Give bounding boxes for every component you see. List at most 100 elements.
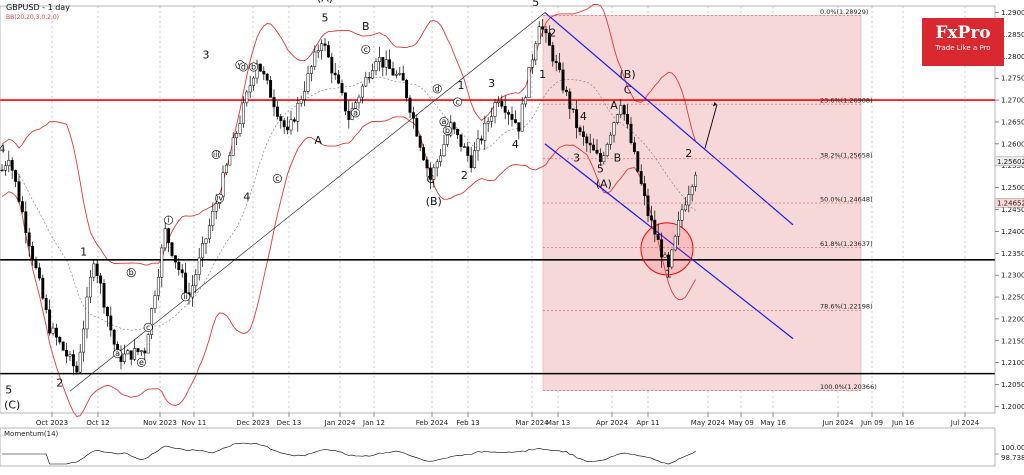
candle xyxy=(462,143,466,148)
candle xyxy=(78,343,82,374)
wave-label: 2 xyxy=(685,147,692,160)
candle-body xyxy=(547,32,551,46)
candle xyxy=(71,349,75,376)
candle xyxy=(343,92,347,115)
candle-body xyxy=(31,245,35,260)
candle xyxy=(418,134,422,152)
candle-body xyxy=(112,329,116,345)
candle-body xyxy=(408,97,412,113)
candle xyxy=(262,66,266,81)
lower-band xyxy=(1,116,696,418)
x-tick-label: Oct 2023 xyxy=(36,419,68,427)
logo-tagline: Trade Like a Pro xyxy=(935,44,991,52)
candle-body xyxy=(37,267,41,279)
candle xyxy=(517,122,521,140)
wave-label: B xyxy=(362,20,370,33)
candle xyxy=(330,52,334,84)
candle xyxy=(571,108,575,113)
candle xyxy=(105,306,109,327)
wave-label: A xyxy=(314,134,322,147)
candle-body xyxy=(466,146,470,156)
wave-label: 2 xyxy=(56,377,63,390)
candle xyxy=(575,100,579,139)
x-tick-label: Jun 16 xyxy=(891,419,915,427)
candle-body xyxy=(571,108,575,110)
candle-body xyxy=(102,283,106,308)
candle-body xyxy=(656,233,660,240)
wave-circle xyxy=(453,97,463,107)
candle xyxy=(20,196,24,214)
candle xyxy=(211,202,215,232)
candle xyxy=(568,88,572,119)
candle-body xyxy=(92,263,96,278)
candle xyxy=(629,117,633,145)
candle xyxy=(347,100,351,129)
candle-body xyxy=(194,274,198,287)
y-tick-label: 1.23500 xyxy=(1001,250,1024,258)
wave-label: (C) xyxy=(4,399,20,412)
candle-body xyxy=(41,277,45,299)
fib-zone xyxy=(542,15,862,391)
candle xyxy=(656,223,660,240)
candle xyxy=(14,169,18,187)
candle xyxy=(486,117,490,132)
y-tick-label: 1.25000 xyxy=(1001,184,1024,192)
candle-body xyxy=(677,220,681,237)
candle-body xyxy=(109,315,113,331)
wave-label: 1 xyxy=(458,79,465,92)
y-tick-label: 1.22000 xyxy=(1001,315,1024,323)
candle xyxy=(122,344,126,365)
fib-label: 38.2%(1.25658) xyxy=(820,151,873,159)
wave-sub-label: b xyxy=(251,62,256,71)
candle-body xyxy=(371,70,375,79)
candle xyxy=(646,188,650,223)
momentum-panel: Momentum(14) 100.000 98.738 xyxy=(0,427,1024,467)
candle xyxy=(388,49,392,69)
candle xyxy=(374,58,378,76)
candle xyxy=(632,136,636,155)
candle-body xyxy=(537,26,541,45)
wave-sub-label: iii xyxy=(213,150,220,159)
candle-body xyxy=(279,116,283,121)
candle xyxy=(68,350,72,361)
candle-body xyxy=(490,116,494,122)
candle xyxy=(391,61,395,76)
fib-label: 61.8%(1.23637) xyxy=(820,240,873,248)
candle-body xyxy=(578,127,582,132)
wave-labels: 415(C)234(A)5AB13C(B)24(C)521345AB(B)C(A… xyxy=(0,0,692,412)
candle-body xyxy=(211,211,215,226)
y-tick-label: 1.22500 xyxy=(1001,294,1024,302)
candle xyxy=(286,116,290,135)
candle xyxy=(483,115,487,150)
candle-body xyxy=(105,307,109,317)
wave-label: (A) xyxy=(317,0,333,5)
wave-circle xyxy=(432,84,442,94)
wave-sub-label: i xyxy=(167,216,169,225)
candle xyxy=(643,175,647,206)
candle-body xyxy=(605,144,609,157)
candle-body xyxy=(177,261,181,270)
candle xyxy=(415,114,419,138)
candle-body xyxy=(439,155,443,163)
candle xyxy=(507,109,511,125)
candle-body xyxy=(524,97,528,105)
candle-body xyxy=(160,247,164,278)
candle xyxy=(194,269,198,294)
candle xyxy=(224,163,228,175)
candle xyxy=(381,57,385,77)
wave-label: 3 xyxy=(488,77,495,90)
candle-body xyxy=(663,254,667,258)
x-tick-label: Oct 12 xyxy=(86,419,109,427)
candle xyxy=(102,279,106,314)
candle-body xyxy=(82,328,86,353)
wave-label: C xyxy=(624,84,632,97)
candle-body xyxy=(564,89,568,93)
wave-label: 5 xyxy=(597,162,604,175)
wave-circle xyxy=(249,62,259,72)
candle xyxy=(673,234,677,252)
candle-body xyxy=(275,106,279,117)
candle-body xyxy=(415,118,419,137)
wave-circle xyxy=(143,322,153,332)
candle xyxy=(235,131,239,146)
candle xyxy=(537,21,541,45)
